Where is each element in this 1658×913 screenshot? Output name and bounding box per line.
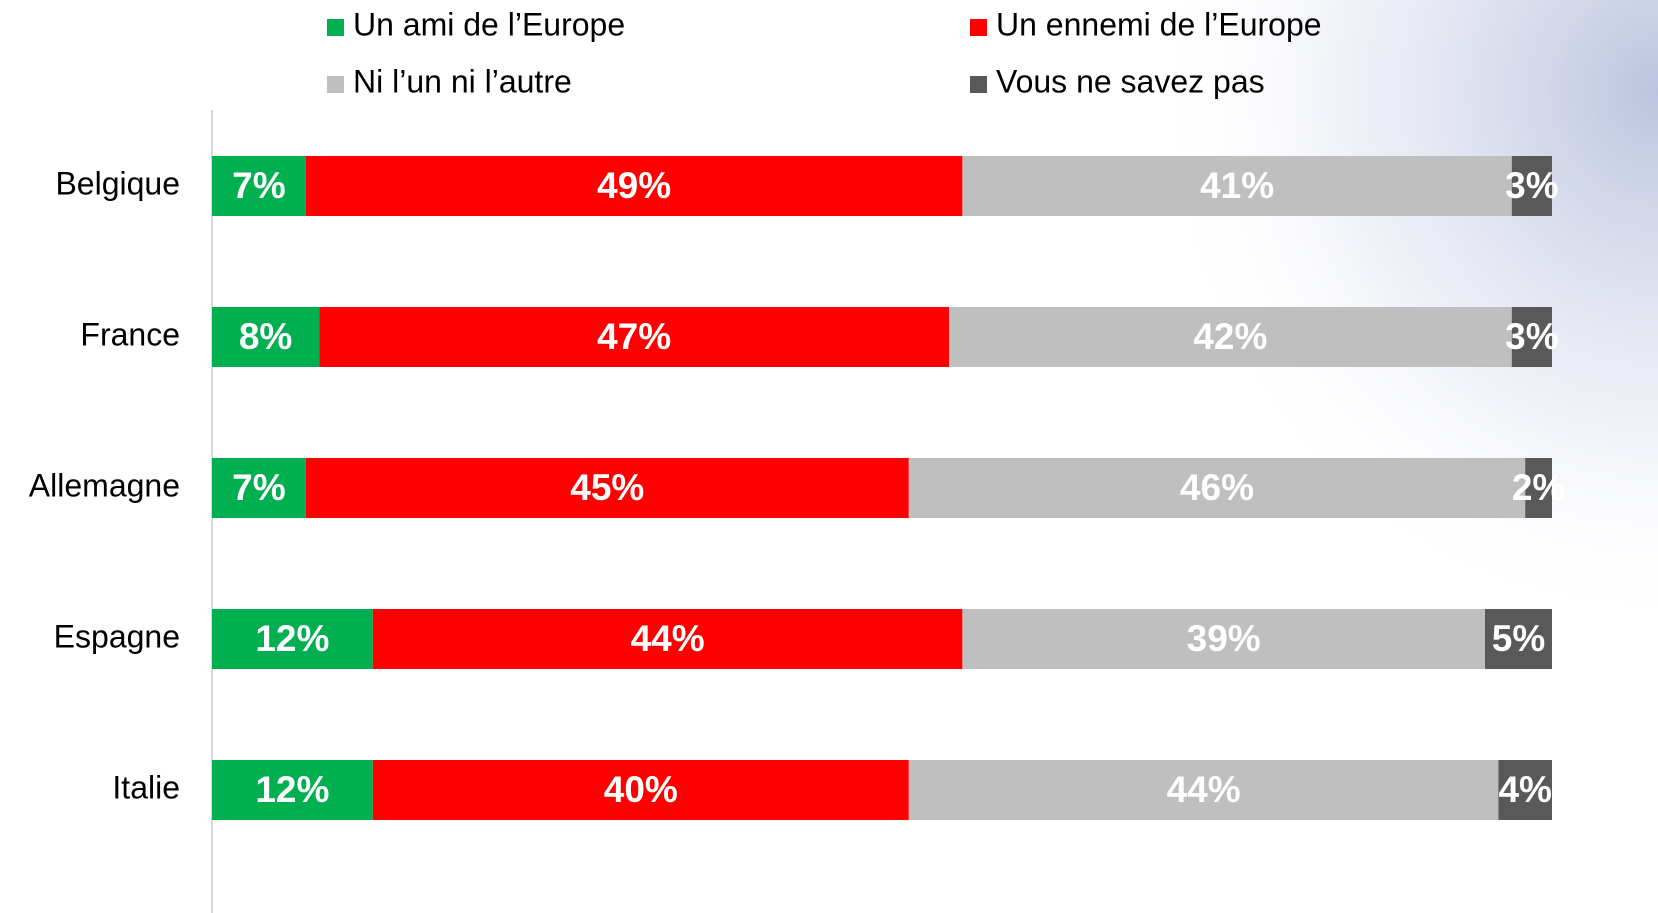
bar-segment: [949, 307, 1512, 367]
data-label: 12%: [255, 769, 329, 810]
bar-segment: [212, 156, 306, 216]
data-label: 3%: [1505, 316, 1558, 357]
legend-swatch: [327, 76, 344, 93]
y-tick-label: Allemagne: [29, 467, 180, 503]
bar-segment: [212, 609, 373, 669]
bar-segment: [1525, 458, 1552, 518]
bar-segment: [962, 609, 1485, 669]
bar-segment: [305, 458, 909, 518]
bar-segment: [372, 760, 909, 820]
data-label: 44%: [1167, 769, 1241, 810]
data-label: 7%: [232, 467, 285, 508]
bar-segment: [212, 307, 320, 367]
bar-segment: [305, 156, 963, 216]
legend-swatch: [327, 19, 344, 36]
legend-label: Un ennemi de l’Europe: [996, 6, 1322, 42]
bar-segment: [908, 760, 1499, 820]
legend-label: Vous ne savez pas: [996, 63, 1265, 99]
legend-label: Ni l’un ni l’autre: [353, 63, 572, 99]
data-label: 41%: [1200, 165, 1274, 206]
data-label: 7%: [232, 165, 285, 206]
y-tick-label: Italie: [112, 769, 180, 805]
data-label: 44%: [631, 618, 705, 659]
data-label: 45%: [570, 467, 644, 508]
y-tick-label: Espagne: [54, 618, 180, 654]
data-label: 4%: [1498, 769, 1551, 810]
data-label: 3%: [1505, 165, 1558, 206]
bar-segment: [319, 307, 949, 367]
legend-label: Un ami de l’Europe: [353, 6, 625, 42]
data-label: 49%: [597, 165, 671, 206]
bar-segment: [1511, 156, 1552, 216]
bar-segment: [1485, 609, 1552, 669]
legend-swatch: [970, 19, 987, 36]
data-label: 2%: [1512, 467, 1565, 508]
data-label: 46%: [1180, 467, 1254, 508]
data-label: 8%: [239, 316, 292, 357]
bar-segment: [372, 609, 963, 669]
bar-segment: [1511, 307, 1552, 367]
data-label: 40%: [604, 769, 678, 810]
bar-segment: [1498, 760, 1552, 820]
data-label: 39%: [1187, 618, 1261, 659]
y-tick-label: France: [80, 316, 180, 352]
bar-segment: [962, 156, 1512, 216]
data-label: 5%: [1492, 618, 1545, 659]
data-label: 42%: [1193, 316, 1267, 357]
bar-segment: [212, 458, 306, 518]
y-tick-label: Belgique: [55, 165, 180, 201]
legend-swatch: [970, 76, 987, 93]
bar-segment: [212, 760, 373, 820]
data-label: 47%: [597, 316, 671, 357]
data-label: 12%: [255, 618, 329, 659]
bar-segment: [908, 458, 1526, 518]
